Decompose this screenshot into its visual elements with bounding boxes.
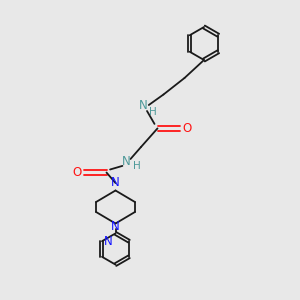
Text: N: N [122, 154, 130, 168]
Text: N: N [139, 99, 148, 112]
Text: H: H [149, 106, 157, 117]
Text: H: H [133, 161, 140, 171]
Text: N: N [104, 235, 113, 248]
Text: N: N [111, 176, 120, 190]
Text: O: O [182, 122, 191, 135]
Text: N: N [111, 220, 120, 233]
Text: O: O [73, 166, 82, 179]
